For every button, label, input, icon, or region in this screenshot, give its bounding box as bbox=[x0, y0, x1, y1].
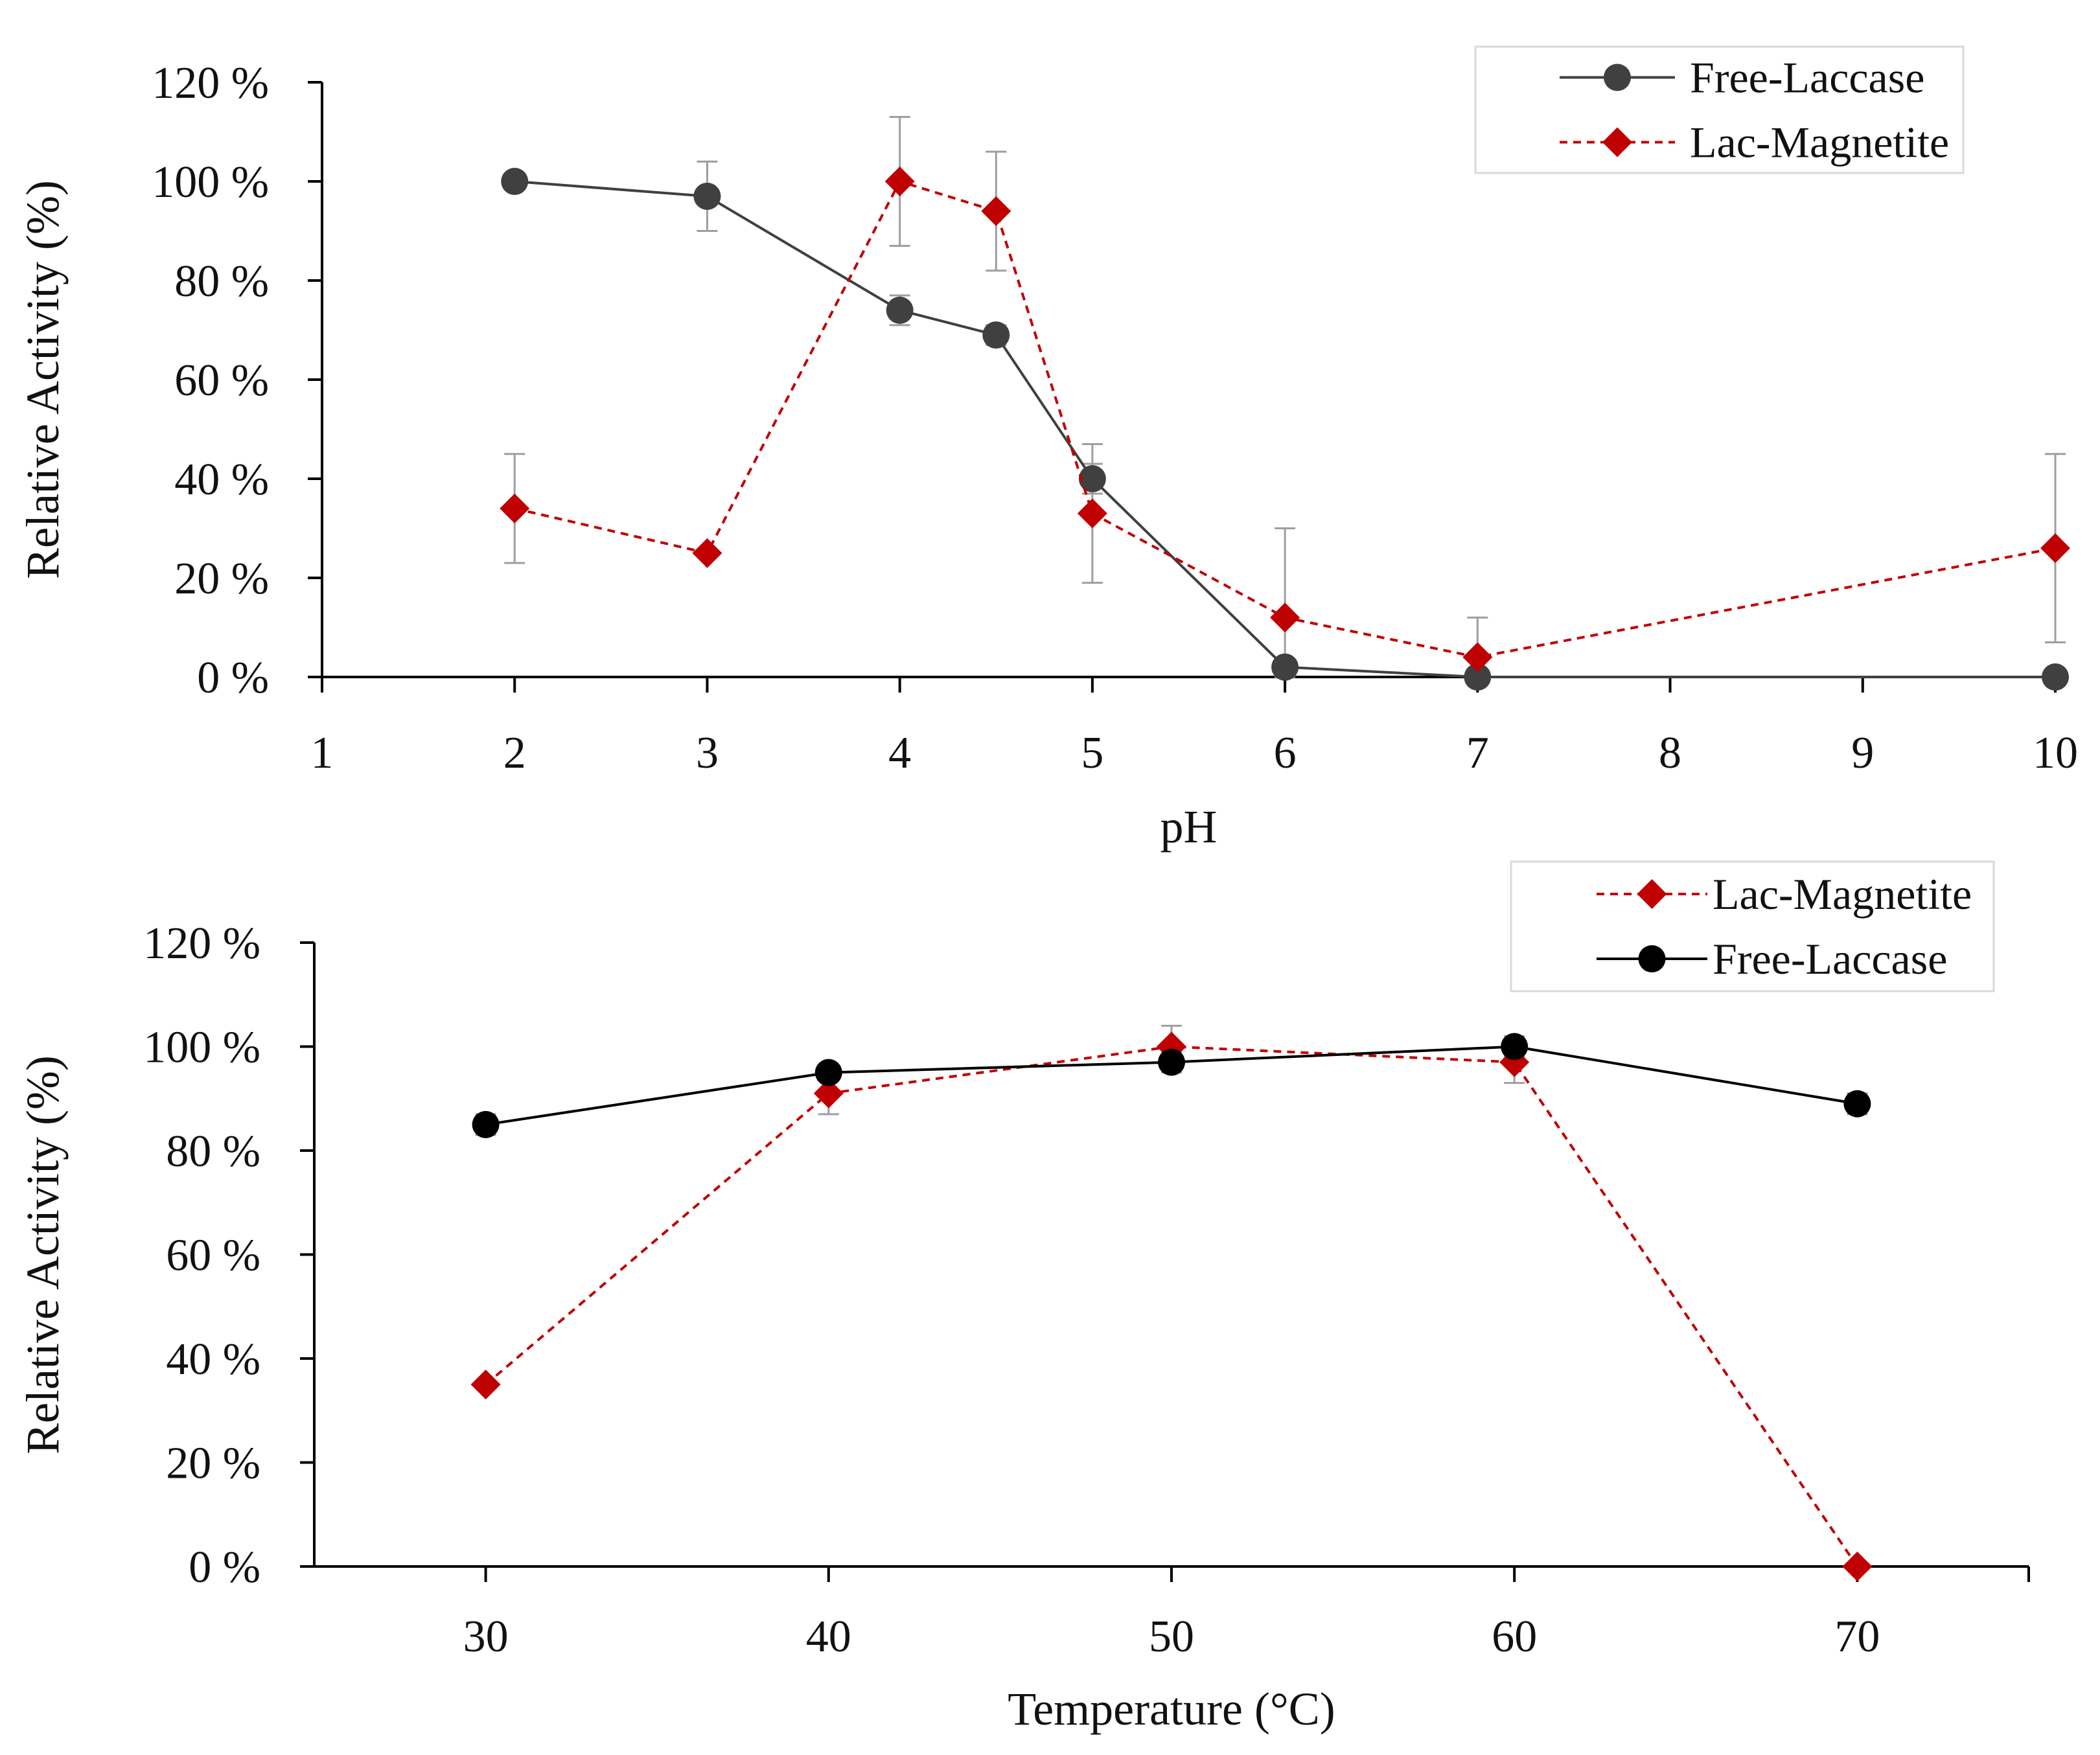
y-axis-title: Relative Activity (%) bbox=[17, 180, 69, 579]
free-laccase-point bbox=[1464, 663, 1492, 691]
free-laccase-point bbox=[472, 1110, 500, 1138]
lac-magnetite-point bbox=[1270, 602, 1300, 633]
lac-magnetite-point bbox=[500, 493, 530, 523]
y-tick-label: 0 % bbox=[197, 653, 269, 703]
legend-free-laccase-marker bbox=[1638, 945, 1666, 972]
y-tick-label: 100 % bbox=[152, 157, 269, 207]
lac-magnetite-point bbox=[692, 538, 722, 568]
y-tick-label: 120 % bbox=[152, 58, 269, 108]
free-laccase-point bbox=[1843, 1090, 1871, 1118]
y-tick-label: 60 % bbox=[166, 1231, 260, 1281]
x-axis-title: Temperature (°C) bbox=[1008, 1683, 1335, 1735]
lac-magnetite-point bbox=[2040, 533, 2070, 564]
y-tick-label: 120 % bbox=[143, 919, 260, 969]
y-tick-label: 80 % bbox=[174, 257, 269, 306]
lac-magnetite-point bbox=[1462, 642, 1493, 672]
legend-box bbox=[1474, 45, 1965, 174]
y-tick-label: 80 % bbox=[166, 1127, 260, 1176]
x-tick-label: 70 bbox=[1834, 1612, 1880, 1662]
y-tick-label: 40 % bbox=[174, 455, 269, 505]
free-laccase-point bbox=[1158, 1048, 1185, 1076]
x-axis-title: pH bbox=[1160, 801, 1217, 853]
x-tick-label: 1 bbox=[311, 728, 334, 778]
legend-lac-magnetite-label: Lac-Magnetite bbox=[1713, 869, 1972, 919]
y-tick-label: 100 % bbox=[143, 1023, 260, 1073]
free-laccase-point bbox=[2042, 663, 2069, 691]
x-tick-label: 7 bbox=[1466, 728, 1489, 778]
y-tick-label: 0 % bbox=[189, 1543, 260, 1592]
x-tick-label: 50 bbox=[1149, 1612, 1194, 1662]
x-tick-label: 30 bbox=[463, 1612, 509, 1662]
x-tick-label: 5 bbox=[1081, 728, 1103, 778]
lac-magnetite-point bbox=[981, 196, 1011, 226]
x-tick-label: 40 bbox=[806, 1612, 851, 1662]
y-tick-label: 40 % bbox=[166, 1335, 260, 1384]
legend-lac-magnetite-label: Lac-Magnetite bbox=[1690, 118, 1949, 167]
free-laccase-point bbox=[886, 296, 914, 324]
lac-magnetite-point bbox=[470, 1370, 501, 1400]
free-laccase-point bbox=[1078, 465, 1106, 492]
free-laccase-point bbox=[501, 168, 529, 195]
legend-free-laccase-label: Free-Laccase bbox=[1690, 53, 1924, 102]
x-tick-label: 10 bbox=[2033, 728, 2078, 778]
x-tick-label: 60 bbox=[1492, 1612, 1537, 1662]
x-tick-label: 8 bbox=[1659, 728, 1681, 778]
lac-magnetite-point bbox=[813, 1078, 844, 1108]
free-laccase-point bbox=[814, 1059, 842, 1086]
legend-box bbox=[1510, 860, 1995, 992]
free-laccase-point bbox=[1501, 1033, 1529, 1061]
free-laccase-series-line bbox=[514, 180, 2055, 678]
lac-magnetite-point bbox=[1842, 1552, 1873, 1581]
free-laccase-point bbox=[982, 321, 1010, 349]
x-tick-label: 9 bbox=[1851, 728, 1874, 778]
x-tick-label: 2 bbox=[503, 728, 526, 778]
lac-magnetite-series-line bbox=[485, 1045, 1859, 1568]
legend-lac-magnetite-marker bbox=[1602, 127, 1632, 157]
x-tick-label: 4 bbox=[888, 728, 911, 778]
y-tick-label: 60 % bbox=[174, 356, 269, 406]
x-tick-label: 6 bbox=[1274, 728, 1297, 778]
legend-free-laccase-label: Free-Laccase bbox=[1713, 934, 1947, 983]
lac-magnetite-point bbox=[884, 166, 915, 196]
ph-chart: 0 % 20 % 40 % 60 % 80 % 100 % 120 % 1 2 3 4 5 6 7 8 9 10… bbox=[17, 45, 2078, 853]
legend-lac-magnetite-marker bbox=[1637, 879, 1667, 909]
y-tick-label: 20 % bbox=[166, 1439, 260, 1489]
free-laccase-point bbox=[693, 182, 721, 210]
x-tick-label: 3 bbox=[696, 728, 719, 778]
free-laccase-point bbox=[1271, 653, 1299, 681]
lac-magnetite-series-line bbox=[514, 179, 2056, 659]
lac-magnetite-point bbox=[1077, 498, 1107, 529]
legend-free-laccase-marker bbox=[1604, 63, 1631, 91]
y-axis-title: Relative Activity (%) bbox=[17, 1055, 69, 1454]
y-tick-label: 20 % bbox=[174, 554, 269, 604]
temperature-chart: 0 % 20 % 40 % 60 % 80 % 100 % 120 % 30 40 50 60 70 T… bbox=[17, 860, 2030, 1735]
